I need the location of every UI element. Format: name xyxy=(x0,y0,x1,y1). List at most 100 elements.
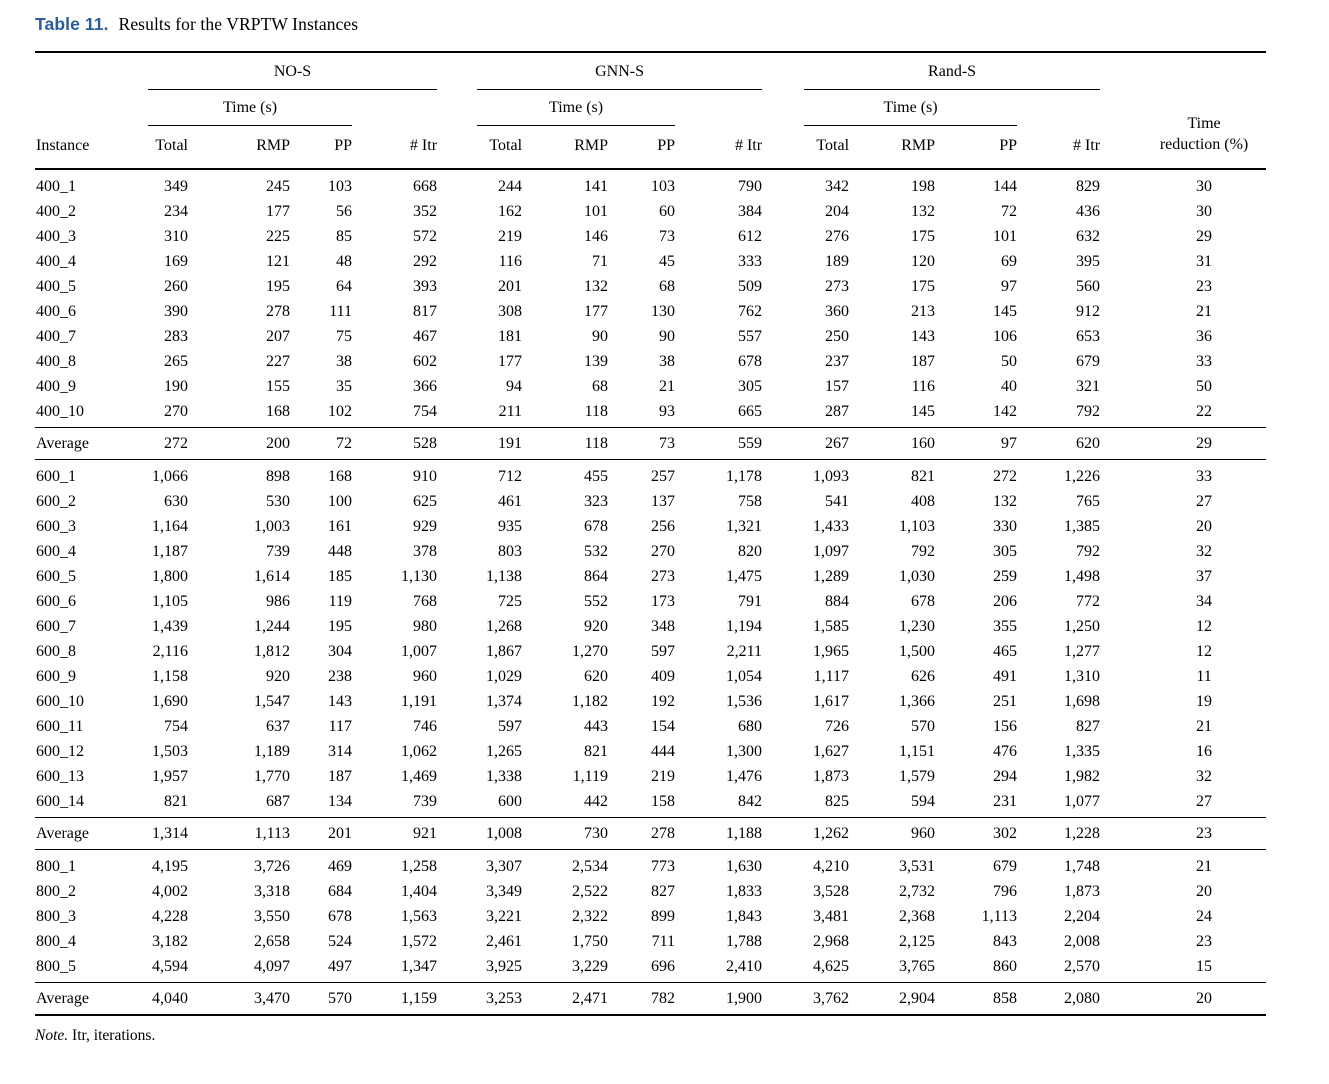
value-cell: 1,268 xyxy=(486,618,523,635)
value-cell: 143 xyxy=(911,328,936,345)
value-cell: 754 xyxy=(164,718,188,735)
value-cell: 200 xyxy=(266,435,290,452)
value-cell: 1,250 xyxy=(1064,618,1101,635)
col-header-itr: # Itr xyxy=(734,137,763,154)
value-cell: 960 xyxy=(413,668,438,685)
value-cell: 101 xyxy=(993,228,1018,245)
value-cell: 169 xyxy=(164,253,188,270)
value-cell: 782 xyxy=(651,990,676,1007)
value-cell: 1,113 xyxy=(981,908,1018,925)
value-cell: 443 xyxy=(584,718,609,735)
value-cell: 678 xyxy=(328,908,352,925)
value-cell: 142 xyxy=(993,403,1018,420)
value-cell: 48 xyxy=(336,253,352,270)
value-cell: 597 xyxy=(498,718,523,735)
value-cell: 842 xyxy=(738,793,763,810)
value-cell: 60 xyxy=(659,203,676,220)
value-cell: 929 xyxy=(413,518,438,535)
section-average: Average 4,040 3,470 570 1,159 3,253 2,471 782 1,… xyxy=(35,982,1267,1015)
value-cell: 637 xyxy=(266,718,290,735)
value-cell: 3,182 xyxy=(152,933,188,950)
time-reduction-value: 21 xyxy=(1196,303,1213,320)
value-cell: 1,119 xyxy=(572,768,609,785)
value-cell: 1,289 xyxy=(813,568,850,585)
value-cell: 272 xyxy=(993,468,1018,485)
value-cell: 408 xyxy=(911,493,936,510)
value-cell: 1,750 xyxy=(572,933,609,950)
value-cell: 195 xyxy=(328,618,352,635)
value-cell: 1,191 xyxy=(401,693,438,710)
value-cell: 158 xyxy=(651,793,676,810)
value-cell: 1,335 xyxy=(1064,743,1101,760)
value-cell: 1,833 xyxy=(726,883,763,900)
value-cell: 267 xyxy=(825,435,850,452)
table-caption: Table 11. Results for the VRPTW Instances xyxy=(35,14,1329,35)
value-cell: 3,221 xyxy=(486,908,523,925)
value-cell: 612 xyxy=(738,228,763,245)
value-cell: 352 xyxy=(413,203,438,220)
time-reduction-value: 34 xyxy=(1196,593,1213,610)
value-cell: 1,077 xyxy=(1064,793,1101,810)
value-cell: 1,788 xyxy=(726,933,763,950)
value-cell: 287 xyxy=(825,403,850,420)
value-cell: 665 xyxy=(738,403,763,420)
value-cell: 1,008 xyxy=(486,825,523,842)
value-cell: 121 xyxy=(266,253,290,270)
time-reduction-value: 21 xyxy=(1196,718,1213,735)
value-cell: 132 xyxy=(911,203,936,220)
value-cell: 162 xyxy=(498,203,523,220)
time-unit-label: Time (s) xyxy=(148,90,352,126)
value-cell: 1,867 xyxy=(486,643,523,660)
value-cell: 687 xyxy=(266,793,290,810)
value-cell: 103 xyxy=(328,178,352,195)
table-row: 400_1 349 245 103 668 244 141 103 790 342 198 144 82… xyxy=(35,169,1266,199)
value-cell: 2,658 xyxy=(254,933,290,950)
table-row: 400_4 169 121 48 292 116 71 45 333 189 120 69 395 31 xyxy=(35,249,1266,274)
value-cell: 1,498 xyxy=(1064,568,1101,585)
table-header: Instance NO-S GNN-S Rand-S Time reductio… xyxy=(35,52,1267,169)
row-instance-label: 600_11 xyxy=(36,718,84,735)
value-cell: 3,925 xyxy=(486,958,523,975)
value-cell: 448 xyxy=(328,543,352,560)
value-cell: 712 xyxy=(498,468,523,485)
value-cell: 294 xyxy=(993,768,1018,785)
table-row: 600_14 821 687 134 739 600 442 158 842 825 594 231 1… xyxy=(35,789,1266,818)
value-cell: 532 xyxy=(584,543,609,560)
value-cell: 155 xyxy=(266,378,290,395)
value-cell: 825 xyxy=(825,793,850,810)
time-reduction-value: 36 xyxy=(1196,328,1213,345)
value-cell: 1,062 xyxy=(401,743,438,760)
value-cell: 201 xyxy=(328,825,352,842)
value-cell: 3,726 xyxy=(254,858,290,875)
value-cell: 3,229 xyxy=(572,958,609,975)
value-cell: 173 xyxy=(651,593,676,610)
value-cell: 270 xyxy=(164,403,188,420)
table-row: 600_7 1,439 1,244 195 980 1,268 920 348 1,194 1,5… xyxy=(35,614,1266,639)
value-cell: 1,812 xyxy=(254,643,290,660)
value-cell: 559 xyxy=(738,435,763,452)
value-cell: 130 xyxy=(651,303,676,320)
value-cell: 827 xyxy=(651,883,676,900)
value-cell: 72 xyxy=(1001,203,1018,220)
value-cell: 198 xyxy=(911,178,936,195)
value-cell: 678 xyxy=(911,593,936,610)
time-unit-header-no-s: Time (s) xyxy=(146,90,364,126)
value-cell: 829 xyxy=(1076,178,1101,195)
value-cell: 2,322 xyxy=(572,908,609,925)
table-row: 600_3 1,164 1,003 161 929 935 678 256 1,321 1,433… xyxy=(35,514,1266,539)
value-cell: 234 xyxy=(164,203,188,220)
value-cell: 762 xyxy=(738,303,763,320)
value-cell: 986 xyxy=(266,593,290,610)
value-cell: 1,843 xyxy=(726,908,763,925)
value-cell: 90 xyxy=(592,328,609,345)
value-cell: 1,617 xyxy=(813,693,850,710)
value-cell: 1,007 xyxy=(401,643,438,660)
value-cell: 1,536 xyxy=(726,693,763,710)
value-cell: 141 xyxy=(584,178,609,195)
time-reduction-header-line2: reduction (%) xyxy=(1159,136,1249,153)
value-cell: 910 xyxy=(413,468,438,485)
value-cell: 134 xyxy=(328,793,352,810)
row-instance-label: 800_5 xyxy=(36,958,76,975)
value-cell: 790 xyxy=(738,178,763,195)
